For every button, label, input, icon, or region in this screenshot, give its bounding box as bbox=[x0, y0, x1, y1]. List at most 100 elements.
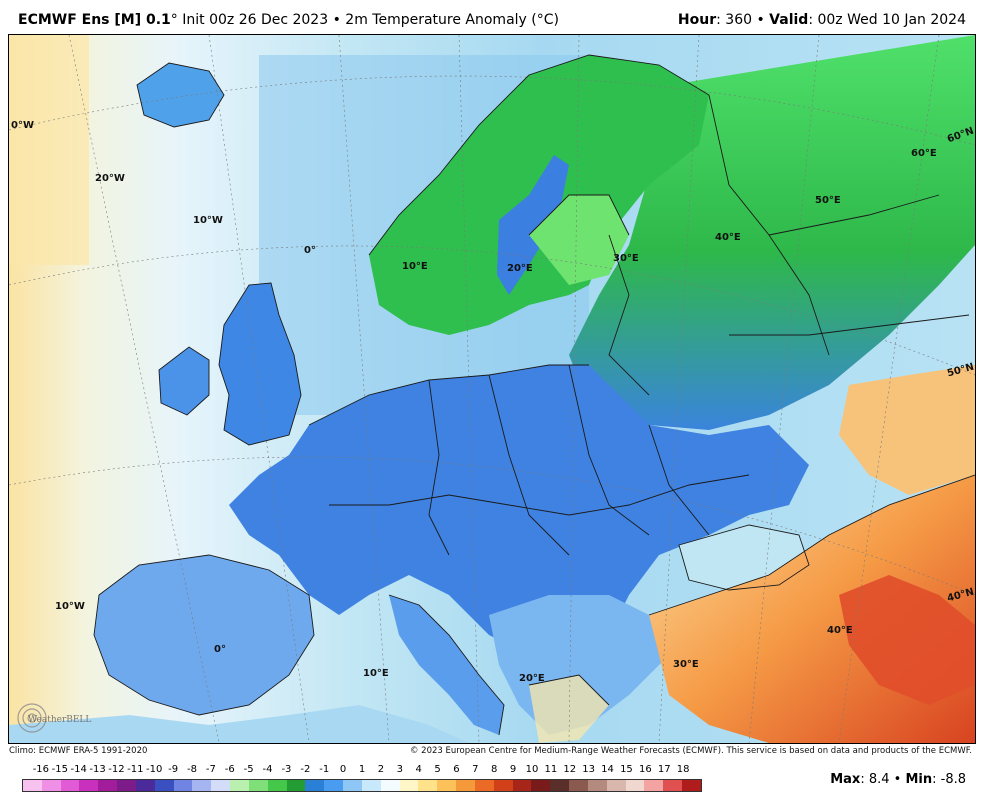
temperature-anomaly-map[interactable]: 0°W 20°W 10°W 0° 10°E 20°E 30°E 40°E 50°… bbox=[8, 34, 976, 744]
max-value: : 8.4 • bbox=[860, 772, 906, 787]
init-time: Init 00z 26 Dec 2023 • 2m Temperature An… bbox=[177, 12, 537, 28]
colorbar-tick: 8 bbox=[491, 764, 498, 775]
colorbar-tick: 3 bbox=[396, 764, 403, 775]
country-borders bbox=[93, 54, 975, 736]
grid-label-lon: 0° bbox=[304, 245, 316, 256]
italy bbox=[389, 595, 504, 735]
grid-label-lon: 10°W bbox=[55, 601, 85, 612]
colorbar-cell bbox=[117, 780, 136, 791]
header: ECMWF Ens [M] 0.1° Init 00z 26 Dec 2023 … bbox=[0, 0, 984, 34]
colorbar-tick: 12 bbox=[563, 764, 577, 775]
grid-label-lon: 60°E bbox=[911, 148, 937, 159]
colorbar-cell bbox=[644, 780, 664, 791]
colorbar-cell bbox=[474, 780, 494, 791]
central-europe bbox=[229, 365, 809, 655]
colorbar-cell bbox=[606, 780, 626, 791]
colorbar-tick: 14 bbox=[601, 764, 614, 775]
grid-label-lon: 0° bbox=[214, 644, 226, 655]
greece-warm bbox=[529, 675, 609, 743]
north-africa bbox=[9, 705, 469, 743]
colorbar-cell bbox=[663, 780, 682, 791]
grid-label-lon: 10°W bbox=[193, 215, 223, 226]
min-value: : -8.8 bbox=[932, 772, 966, 787]
iceland bbox=[137, 63, 224, 127]
colorbar-cell bbox=[79, 780, 99, 791]
colorbar-tick: -11 bbox=[127, 764, 144, 775]
climo-note: Climo: ECMWF ERA-5 1991-2020 bbox=[9, 746, 148, 756]
colorbar-cell bbox=[493, 780, 513, 791]
colorbar-cell bbox=[625, 780, 645, 791]
map-canvas[interactable] bbox=[9, 35, 975, 743]
colorbar-tick: 0 bbox=[339, 764, 347, 775]
atlantic-warm-patch bbox=[9, 35, 89, 265]
colorbar-cell bbox=[98, 780, 118, 791]
iberia bbox=[94, 555, 314, 715]
colorbar-tick: 13 bbox=[582, 764, 596, 775]
colorbar-tick: 5 bbox=[434, 764, 441, 775]
colorbar-tick: 1 bbox=[358, 764, 366, 775]
colorbar-tick: -16 bbox=[32, 764, 50, 775]
colorbar-cell bbox=[286, 780, 306, 791]
colorbar-tick: 6 bbox=[453, 764, 460, 775]
colorbar-cell bbox=[192, 780, 212, 791]
colorbar-tick: -3 bbox=[281, 764, 292, 775]
colorbar-tick: -1 bbox=[319, 764, 330, 775]
valid-time: Hour: 360 • Valid: 00z Wed 10 Jan 2024 bbox=[677, 12, 966, 28]
grid-label-lon: 20°E bbox=[507, 263, 533, 274]
colorbar-tick: 10 bbox=[525, 764, 539, 775]
grid-label-lon: 10°E bbox=[402, 261, 428, 272]
colorbar-cell bbox=[154, 780, 174, 791]
colorbar-tick: -7 bbox=[205, 764, 216, 775]
grid-label-lon: 30°E bbox=[613, 253, 639, 264]
colorbar-tick: -4 bbox=[262, 764, 273, 775]
colorbar-cell bbox=[587, 780, 607, 791]
colorbar-tick: 16 bbox=[638, 764, 652, 775]
svg-text:WeatherBELL: WeatherBELL bbox=[28, 715, 91, 725]
colorbar-tick: -9 bbox=[168, 764, 179, 775]
colorbar-cell bbox=[41, 780, 61, 791]
colorbar-tick: -12 bbox=[108, 764, 125, 775]
graticule bbox=[9, 35, 975, 743]
colorbar-cell bbox=[569, 780, 588, 791]
model-name: ECMWF Ens [M] 0.1 bbox=[18, 12, 171, 28]
colorbar-cell bbox=[418, 780, 438, 791]
weatherbell-logo: WeatherBELL bbox=[17, 703, 91, 733]
colorbar-tick: 9 bbox=[509, 764, 517, 775]
colorbar-cell bbox=[60, 780, 80, 791]
colorbar-tick: -10 bbox=[146, 764, 163, 775]
colorbar-legend: -16 -15 -14 -13 -12 -11 -10 -9 -8 -7 -6 -5 -4 -3 -2 -1 0… bbox=[22, 764, 702, 794]
colorbar-cell bbox=[23, 780, 42, 791]
colorbar-cell bbox=[135, 780, 155, 791]
gulf-of-bothnia bbox=[497, 155, 569, 295]
footer-credits: Climo: ECMWF ERA-5 1991-2020 © 2023 Euro… bbox=[0, 744, 984, 758]
colorbar-cell bbox=[531, 780, 551, 791]
grid-label-lon: 40°E bbox=[715, 232, 741, 243]
colorbar-cell bbox=[211, 780, 231, 791]
grid-label-lon: 40°E bbox=[827, 625, 853, 636]
kazakh-steppe bbox=[839, 365, 975, 495]
colorbar-tick: 2 bbox=[377, 764, 385, 775]
colorbar-cell bbox=[230, 780, 249, 791]
ireland bbox=[159, 347, 209, 415]
colorbar-tick: -5 bbox=[243, 764, 254, 775]
colorbar-cell bbox=[512, 780, 532, 791]
grid-label-lon-west: 0°W bbox=[11, 120, 34, 131]
grid-label-lon: 30°E bbox=[673, 659, 699, 670]
colorbar-cell bbox=[267, 780, 287, 791]
colorbar-cell bbox=[380, 780, 400, 791]
finland bbox=[529, 195, 629, 285]
colorbar-tick: 17 bbox=[657, 764, 671, 775]
colorbar-cell bbox=[361, 780, 381, 791]
max-min-stats: Max: 8.4 • Min: -8.8 bbox=[830, 772, 966, 787]
colorbar-cell bbox=[456, 780, 475, 791]
hot-core bbox=[839, 575, 975, 705]
colorbar-cell bbox=[550, 780, 570, 791]
colorbar-cell bbox=[324, 780, 344, 791]
grid-label-lon: 50°E bbox=[815, 195, 841, 206]
great-britain bbox=[219, 283, 301, 445]
colorbar-cell bbox=[343, 780, 362, 791]
colorbar-tick: 11 bbox=[544, 764, 558, 775]
colorbar-tick: -13 bbox=[89, 764, 106, 775]
colorbar-cell bbox=[173, 780, 193, 791]
colorbar-cell bbox=[681, 780, 701, 791]
